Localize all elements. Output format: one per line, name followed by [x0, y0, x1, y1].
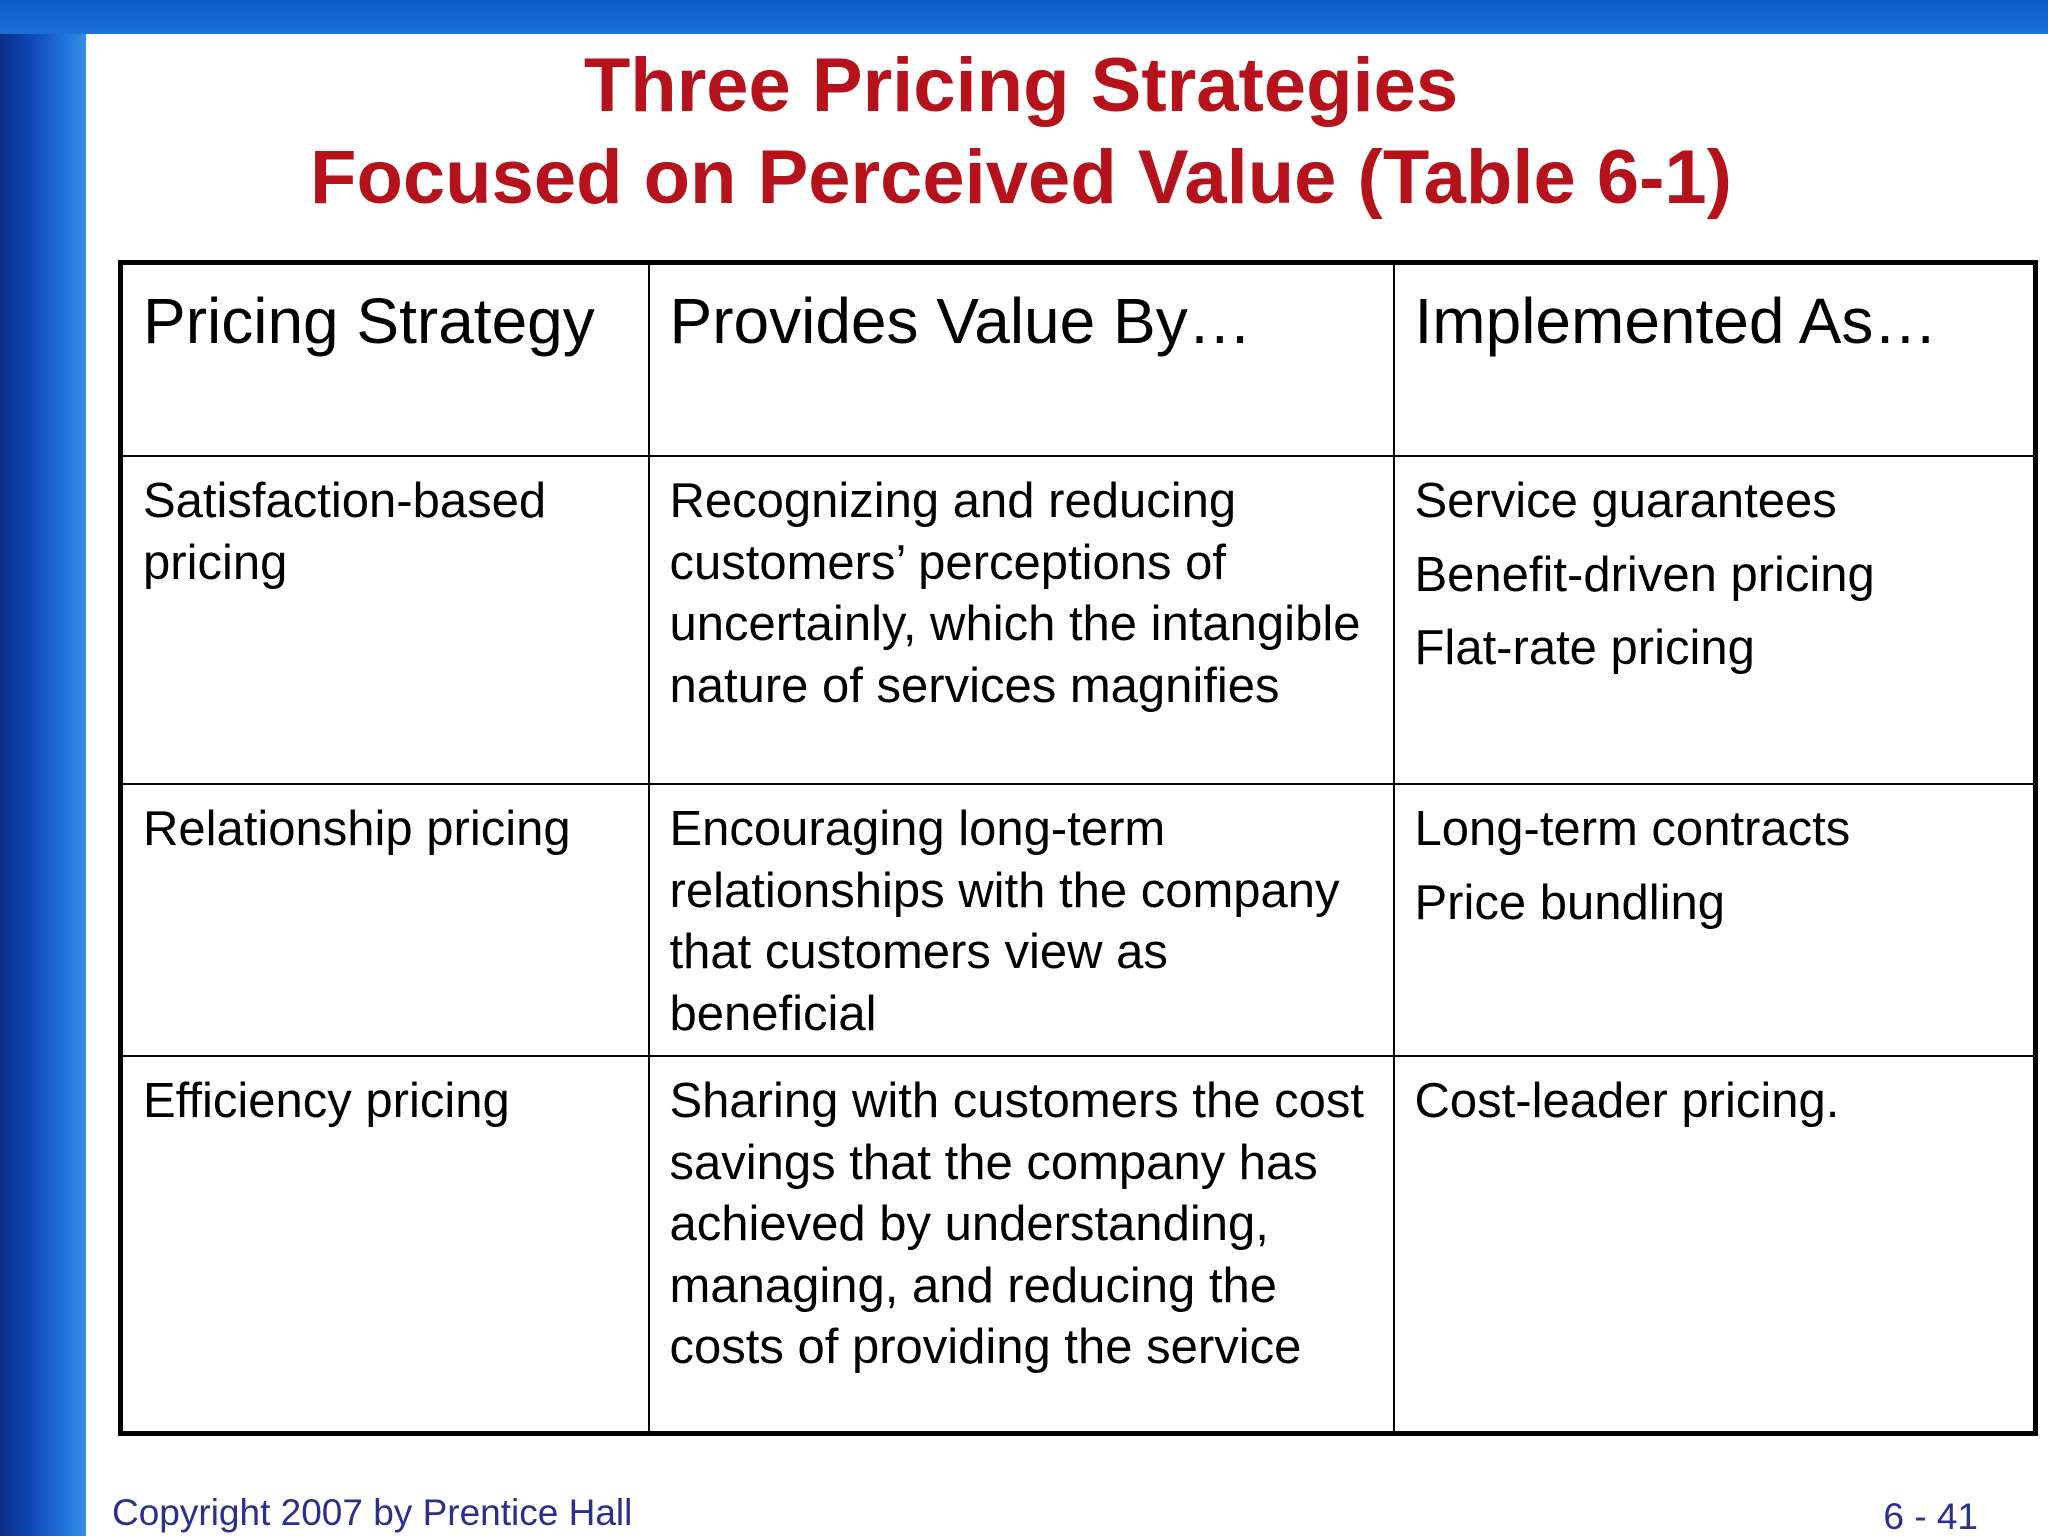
cell-strategy: Satisfaction-based pricing: [119, 455, 650, 785]
implementation-item: Price bundling: [1414, 875, 1726, 930]
header-provides-value-by: Provides Value By…: [647, 261, 1395, 457]
implementation-item: Service guarantees: [1414, 474, 1837, 528]
table-row: Efficiency pricing Sharing with customer…: [119, 1055, 2037, 1435]
table-header-row: Pricing Strategy Provides Value By… Impl…: [119, 261, 2037, 457]
table-row: Satisfaction-based pricing Recognizing a…: [119, 455, 2037, 785]
table-row: Relationship pricing Encouraging long-te…: [119, 783, 2037, 1057]
implementation-item: Flat-rate pricing: [1414, 621, 1755, 675]
pricing-strategies-table: Pricing Strategy Provides Value By… Impl…: [118, 260, 2038, 1436]
cell-strategy: Relationship pricing: [119, 783, 650, 1057]
implementation-item: Benefit-driven pricing: [1414, 547, 1875, 602]
cell-value-by: Encouraging long-term relationships with…: [647, 783, 1395, 1057]
slide-number: 6 - 41: [1883, 1496, 1978, 1537]
cell-strategy: Efficiency pricing: [119, 1055, 650, 1435]
cell-value-by: Sharing with customers the cost savings …: [647, 1055, 1395, 1435]
slide-title-line-2: Focused on Perceived Value (Table 6-1): [310, 135, 1732, 220]
copyright-footer: Copyright 2007 by Prentice Hall: [112, 1492, 633, 1533]
cell-value-by: Recognizing and reducing customers’ perc…: [647, 455, 1395, 785]
slide-title-line-1: Three Pricing Strategies: [583, 43, 1459, 128]
top-decorative-bar: [0, 0, 2048, 34]
slide-title: Three Pricing Strategies Focused on Perc…: [86, 40, 1956, 224]
implementation-item: Long-term contracts: [1414, 802, 1851, 856]
left-decorative-bar: [0, 0, 86, 1536]
implementation-item: Cost-leader pricing.: [1414, 1074, 1840, 1128]
cell-implemented-as: Service guarantees Benefit-driven pricin…: [1392, 455, 2037, 785]
cell-implemented-as: Long-term contracts Price bundling: [1392, 783, 2037, 1057]
header-implemented-as: Implemented As…: [1392, 261, 2037, 457]
header-pricing-strategy: Pricing Strategy: [119, 261, 650, 457]
cell-implemented-as: Cost-leader pricing.: [1392, 1055, 2037, 1435]
